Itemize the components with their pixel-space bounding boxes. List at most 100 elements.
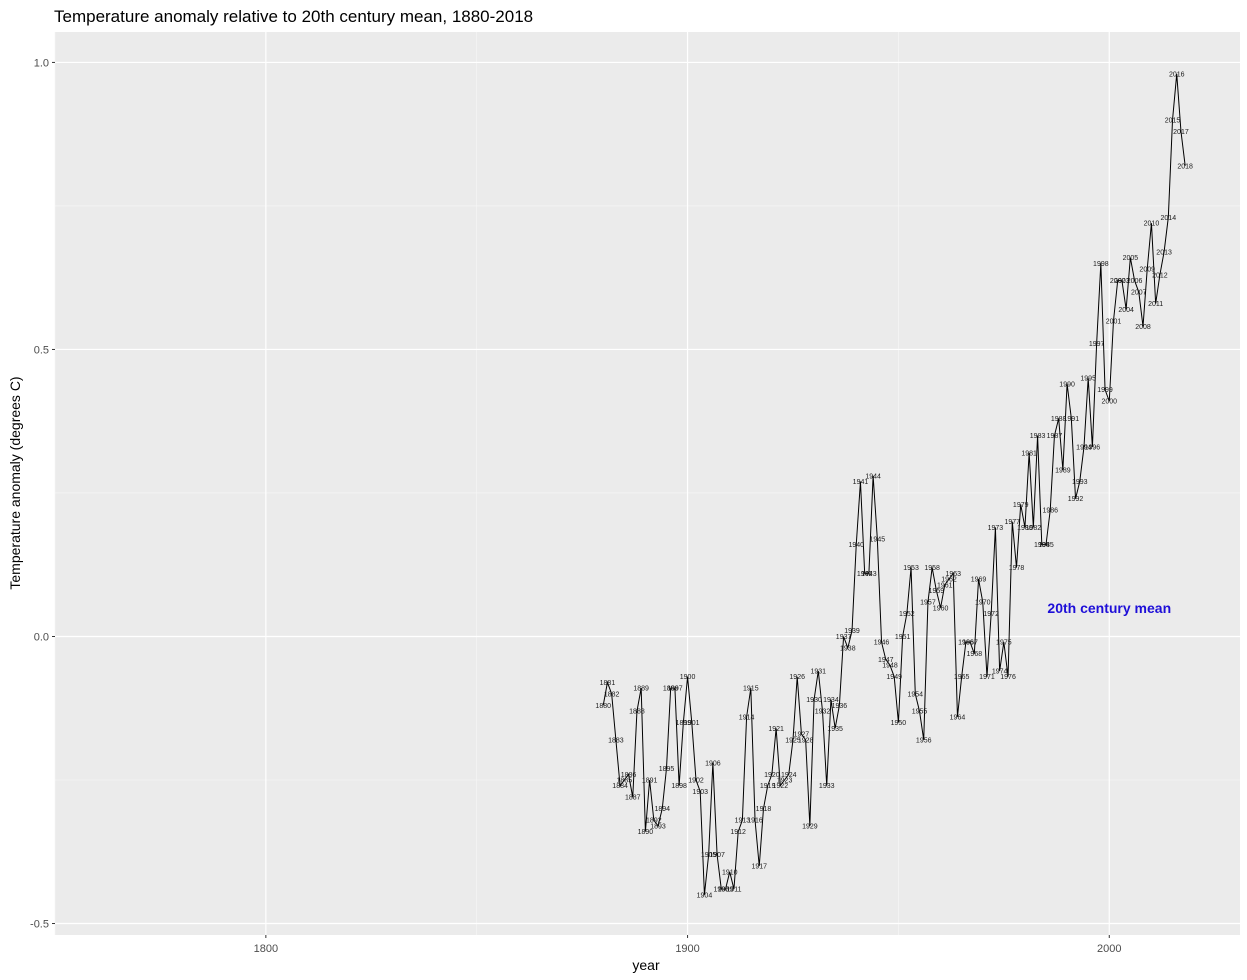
point-label: 1937 [836, 634, 852, 641]
point-label: 1894 [654, 806, 670, 813]
point-label: 1997 [1089, 341, 1105, 348]
point-label: 1960 [933, 605, 949, 612]
chart-title: Temperature anomaly relative to 20th cen… [54, 7, 533, 26]
point-label: 1965 [954, 674, 970, 681]
point-label: 1890 [638, 829, 654, 836]
point-label: 1962 [941, 577, 957, 584]
point-label: 1920 [764, 772, 780, 779]
point-label: 2007 [1131, 290, 1147, 297]
point-label: 1987 [1047, 433, 1063, 440]
point-label: 1928 [798, 737, 814, 744]
point-label: 1895 [659, 766, 675, 773]
point-label: 2013 [1156, 249, 1172, 256]
point-label: 1887 [625, 795, 641, 802]
point-label: 1917 [751, 864, 767, 871]
point-label: 2014 [1161, 215, 1177, 222]
y-tick-label: 1.0 [34, 57, 49, 69]
point-label: 1926 [789, 674, 805, 681]
y-tick-labels: -0.5 0.0 0.5 1.0 [30, 57, 55, 931]
point-label: 2005 [1123, 255, 1139, 262]
point-label: 2008 [1135, 324, 1151, 331]
point-label: 1931 [811, 668, 827, 675]
point-label: 1980 [1017, 525, 1033, 532]
point-label: 1893 [650, 823, 666, 830]
point-label: 2009 [1139, 267, 1155, 274]
y-tick-label: -0.5 [30, 919, 49, 931]
point-label: 1911 [726, 887, 741, 894]
series-line [602, 73, 1186, 895]
point-label: 1899 [676, 720, 692, 727]
point-label: 1914 [739, 714, 755, 721]
point-label: 1944 [865, 473, 881, 480]
point-label: 1951 [895, 634, 911, 641]
point-label: 1959 [929, 588, 945, 595]
point-label: 2002 [1110, 278, 1126, 285]
point-label: 1882 [604, 691, 620, 698]
point-label: 1891 [642, 778, 658, 785]
y-axis-title: Temperature anomaly (degrees C) [7, 376, 23, 589]
point-label: 1949 [886, 674, 902, 681]
point-label: 1982 [1026, 525, 1042, 532]
point-label: 1892 [646, 818, 662, 825]
point-label: 1910 [722, 869, 738, 876]
point-label: 1916 [747, 818, 763, 825]
point-label: 2012 [1152, 272, 1168, 279]
point-label: 1881 [600, 680, 616, 687]
point-label: 2006 [1127, 278, 1143, 285]
point-label: 1952 [899, 611, 915, 618]
point-label: 1909 [718, 887, 734, 894]
point-label: 1989 [1055, 468, 1071, 475]
x-tick-labels: 1800 1900 2000 [254, 935, 1122, 955]
point-label: 1918 [756, 806, 772, 813]
x-tick-label: 1800 [254, 943, 278, 955]
point-label: 1981 [1021, 450, 1037, 457]
point-label: 1979 [1013, 502, 1029, 509]
point-label: 1936 [832, 703, 848, 710]
point-label: 1888 [629, 709, 645, 716]
point-label: 1978 [1009, 565, 1025, 572]
point-label: 1901 [684, 720, 700, 727]
point-label: 1996 [1085, 445, 1101, 452]
y-tick-label: 0.0 [34, 631, 49, 643]
point-label: 1932 [815, 709, 831, 716]
point-label: 1973 [988, 525, 1004, 532]
point-label: 1970 [975, 600, 991, 607]
point-label: 1913 [735, 818, 751, 825]
annotation-20th-century-mean: 20th century mean [1047, 600, 1171, 616]
point-label: 2001 [1106, 318, 1122, 325]
point-label: 1995 [1080, 376, 1096, 383]
y-tick-label: 0.5 [34, 344, 49, 356]
point-label: 1897 [667, 686, 683, 693]
point-label: 1922 [773, 783, 789, 790]
point-label: 1908 [714, 887, 730, 894]
x-tick-label: 2000 [1097, 943, 1121, 955]
point-label: 1986 [1042, 508, 1058, 515]
point-label: 1885 [617, 778, 633, 785]
point-label: 1985 [1038, 542, 1054, 549]
point-label: 1907 [709, 852, 725, 859]
point-label: 1990 [1059, 381, 1075, 388]
plot-panel [55, 32, 1240, 935]
point-label: 1977 [1004, 519, 1020, 526]
point-label: 1902 [688, 778, 704, 785]
point-label: 1886 [621, 772, 637, 779]
point-label: 1961 [937, 582, 953, 589]
point-label: 1972 [983, 611, 999, 618]
point-label: 1925 [785, 737, 801, 744]
grid-lines [54, 32, 1240, 935]
point-label: 1935 [827, 726, 843, 733]
point-label: 1904 [697, 892, 713, 899]
point-label: 1880 [595, 703, 611, 710]
point-label: 1969 [971, 577, 987, 584]
x-axis-title: year [632, 957, 660, 973]
point-label: 2010 [1144, 221, 1160, 228]
point-label: 1905 [701, 852, 717, 859]
point-label: 2016 [1169, 71, 1185, 78]
point-label: 1948 [882, 663, 898, 670]
point-label: 1941 [853, 479, 869, 486]
point-label: 1966 [958, 640, 974, 647]
point-label: 2000 [1101, 399, 1117, 406]
point-label: 1947 [878, 657, 894, 664]
point-label: 1984 [1034, 542, 1050, 549]
